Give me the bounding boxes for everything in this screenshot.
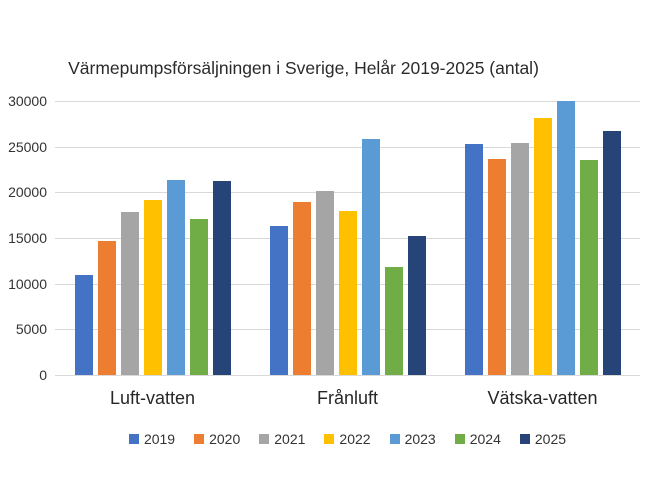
legend-item-2019: 2019 [128,431,176,447]
legend-swatch-icon [128,434,139,444]
legend-swatch-icon [194,434,205,444]
legend-swatch-icon [454,434,465,444]
bar-2024-Luft-vatten [189,218,208,375]
bar-2019-Luft-vatten [74,274,93,375]
legend-swatch-icon [519,434,530,444]
legend-swatch-icon [389,434,400,444]
legend-label: 2025 [534,431,567,447]
legend-label: 2023 [404,431,436,447]
bar-2024-Frånluft [384,267,403,375]
legend-item-2023: 2023 [389,431,436,447]
category-label: Vätska-vatten [487,388,598,408]
bar-2023-Luft-vatten [166,180,185,375]
y-axis-tick-label: 5000 [15,321,47,338]
gridline [55,192,640,194]
y-axis-tick-label: 20000 [8,184,47,201]
bar-2021-Frånluft [315,191,334,375]
legend-label: 2020 [209,431,241,447]
legend-item-2022: 2022 [324,431,371,447]
gridline [55,375,640,376]
bar-2020-Luft-vatten [97,240,116,375]
y-axis-tick-label: 0 [39,367,47,383]
legend-swatch-icon [324,434,335,444]
bar-2024-Vätska-vatten [579,160,598,375]
bar-2021-Vätska-vatten [510,143,529,375]
bar-2023-Frånluft [361,139,380,375]
legend-item-2024: 2024 [454,431,501,447]
bar-group [55,101,250,375]
y-axis-tick-label: 25000 [8,138,47,155]
legend-label: 2024 [469,431,501,447]
category-label: Frånluft [316,388,379,408]
bar-2025-Frånluft [407,236,426,375]
legend-label: 2022 [339,431,371,447]
legend-item-2025: 2025 [519,431,567,447]
bar-2020-Frånluft [292,202,311,375]
legend-item-2021: 2021 [259,431,305,447]
gridline [55,101,640,102]
bar-group [250,101,445,375]
legend-item-2020: 2020 [194,431,240,447]
bar-2022-Luft-vatten [143,199,162,375]
bar-2023-Vätska-vatten [556,101,575,375]
plot-area [55,101,640,376]
bar-2019-Frånluft [269,226,288,375]
bar-2025-Vätska-vatten [602,131,621,375]
chart-title: Värmepumpsförsäljningen i Sverige, Helår… [68,58,539,78]
category-label: Luft-vatten [109,388,196,408]
legend-label: 2019 [143,431,176,447]
y-axis-tick-label: 10000 [8,275,47,292]
bar-2021-Luft-vatten [120,212,139,375]
legend-swatch-icon [259,434,270,444]
y-axis-tick-label: 15000 [8,230,47,246]
legend: 2019 2020 2021 2022 2023 2024 2025 [55,431,640,447]
bar-2022-Vätska-vatten [533,118,552,375]
bar-2025-Luft-vatten [212,181,231,375]
bar-2019-Vätska-vatten [464,143,483,375]
bar-groups [55,101,640,375]
bar-2022-Frånluft [338,210,357,375]
bar-group [445,101,640,375]
bar-2020-Vätska-vatten [487,158,506,375]
x-axis-category-labels: Luft-vatten Frånluft Vätska-vatten [55,388,640,409]
y-axis-tick-label: 30000 [8,93,47,109]
gridline [55,146,640,148]
legend-label: 2021 [274,431,306,447]
